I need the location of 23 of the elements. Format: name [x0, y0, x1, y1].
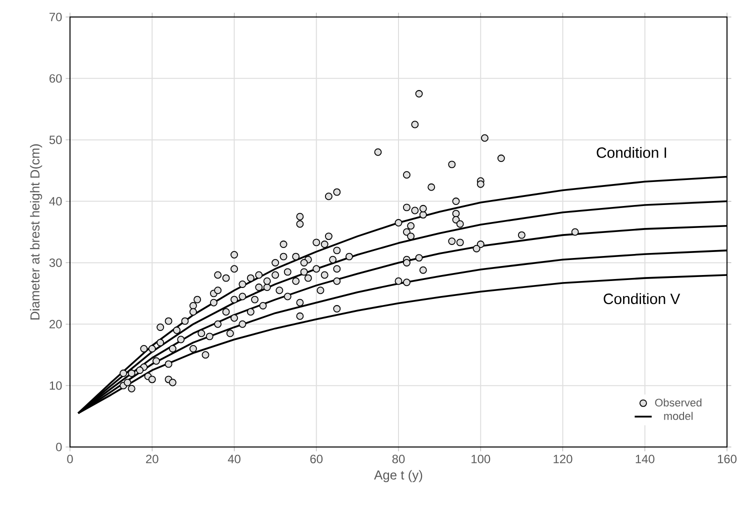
y-tick-label: 50 [49, 136, 62, 144]
legend-label: model [664, 412, 693, 420]
y-tick-label: 20 [50, 320, 62, 328]
y-tick-label: 40 [49, 197, 62, 206]
x-tick-label: 20 [146, 454, 158, 464]
x-axis-title: Age t (y) [374, 470, 422, 482]
y-tick-label: 60 [50, 74, 62, 83]
y-tick-label: 70 [50, 12, 62, 22]
y-tick-label: 0 [56, 442, 62, 452]
y-axis-title: Diameter at brest height D(cm) [30, 144, 42, 320]
x-tick-label: 80 [392, 454, 405, 464]
x-tick-label: 100 [472, 454, 490, 464]
x-tick-label: 140 [636, 454, 654, 464]
x-tick-label: 0 [67, 454, 73, 464]
x-tick-label: 60 [310, 454, 323, 464]
annotation: Condition V [604, 293, 680, 304]
x-tick-label: 160 [718, 454, 737, 464]
x-tick-label: 120 [554, 454, 572, 464]
annotation: Condition I [596, 146, 666, 158]
y-tick-label: 10 [50, 381, 62, 390]
y-tick-label: 30 [49, 258, 62, 267]
x-tick-label: 40 [228, 454, 240, 464]
legend-label: Observed [655, 398, 702, 407]
